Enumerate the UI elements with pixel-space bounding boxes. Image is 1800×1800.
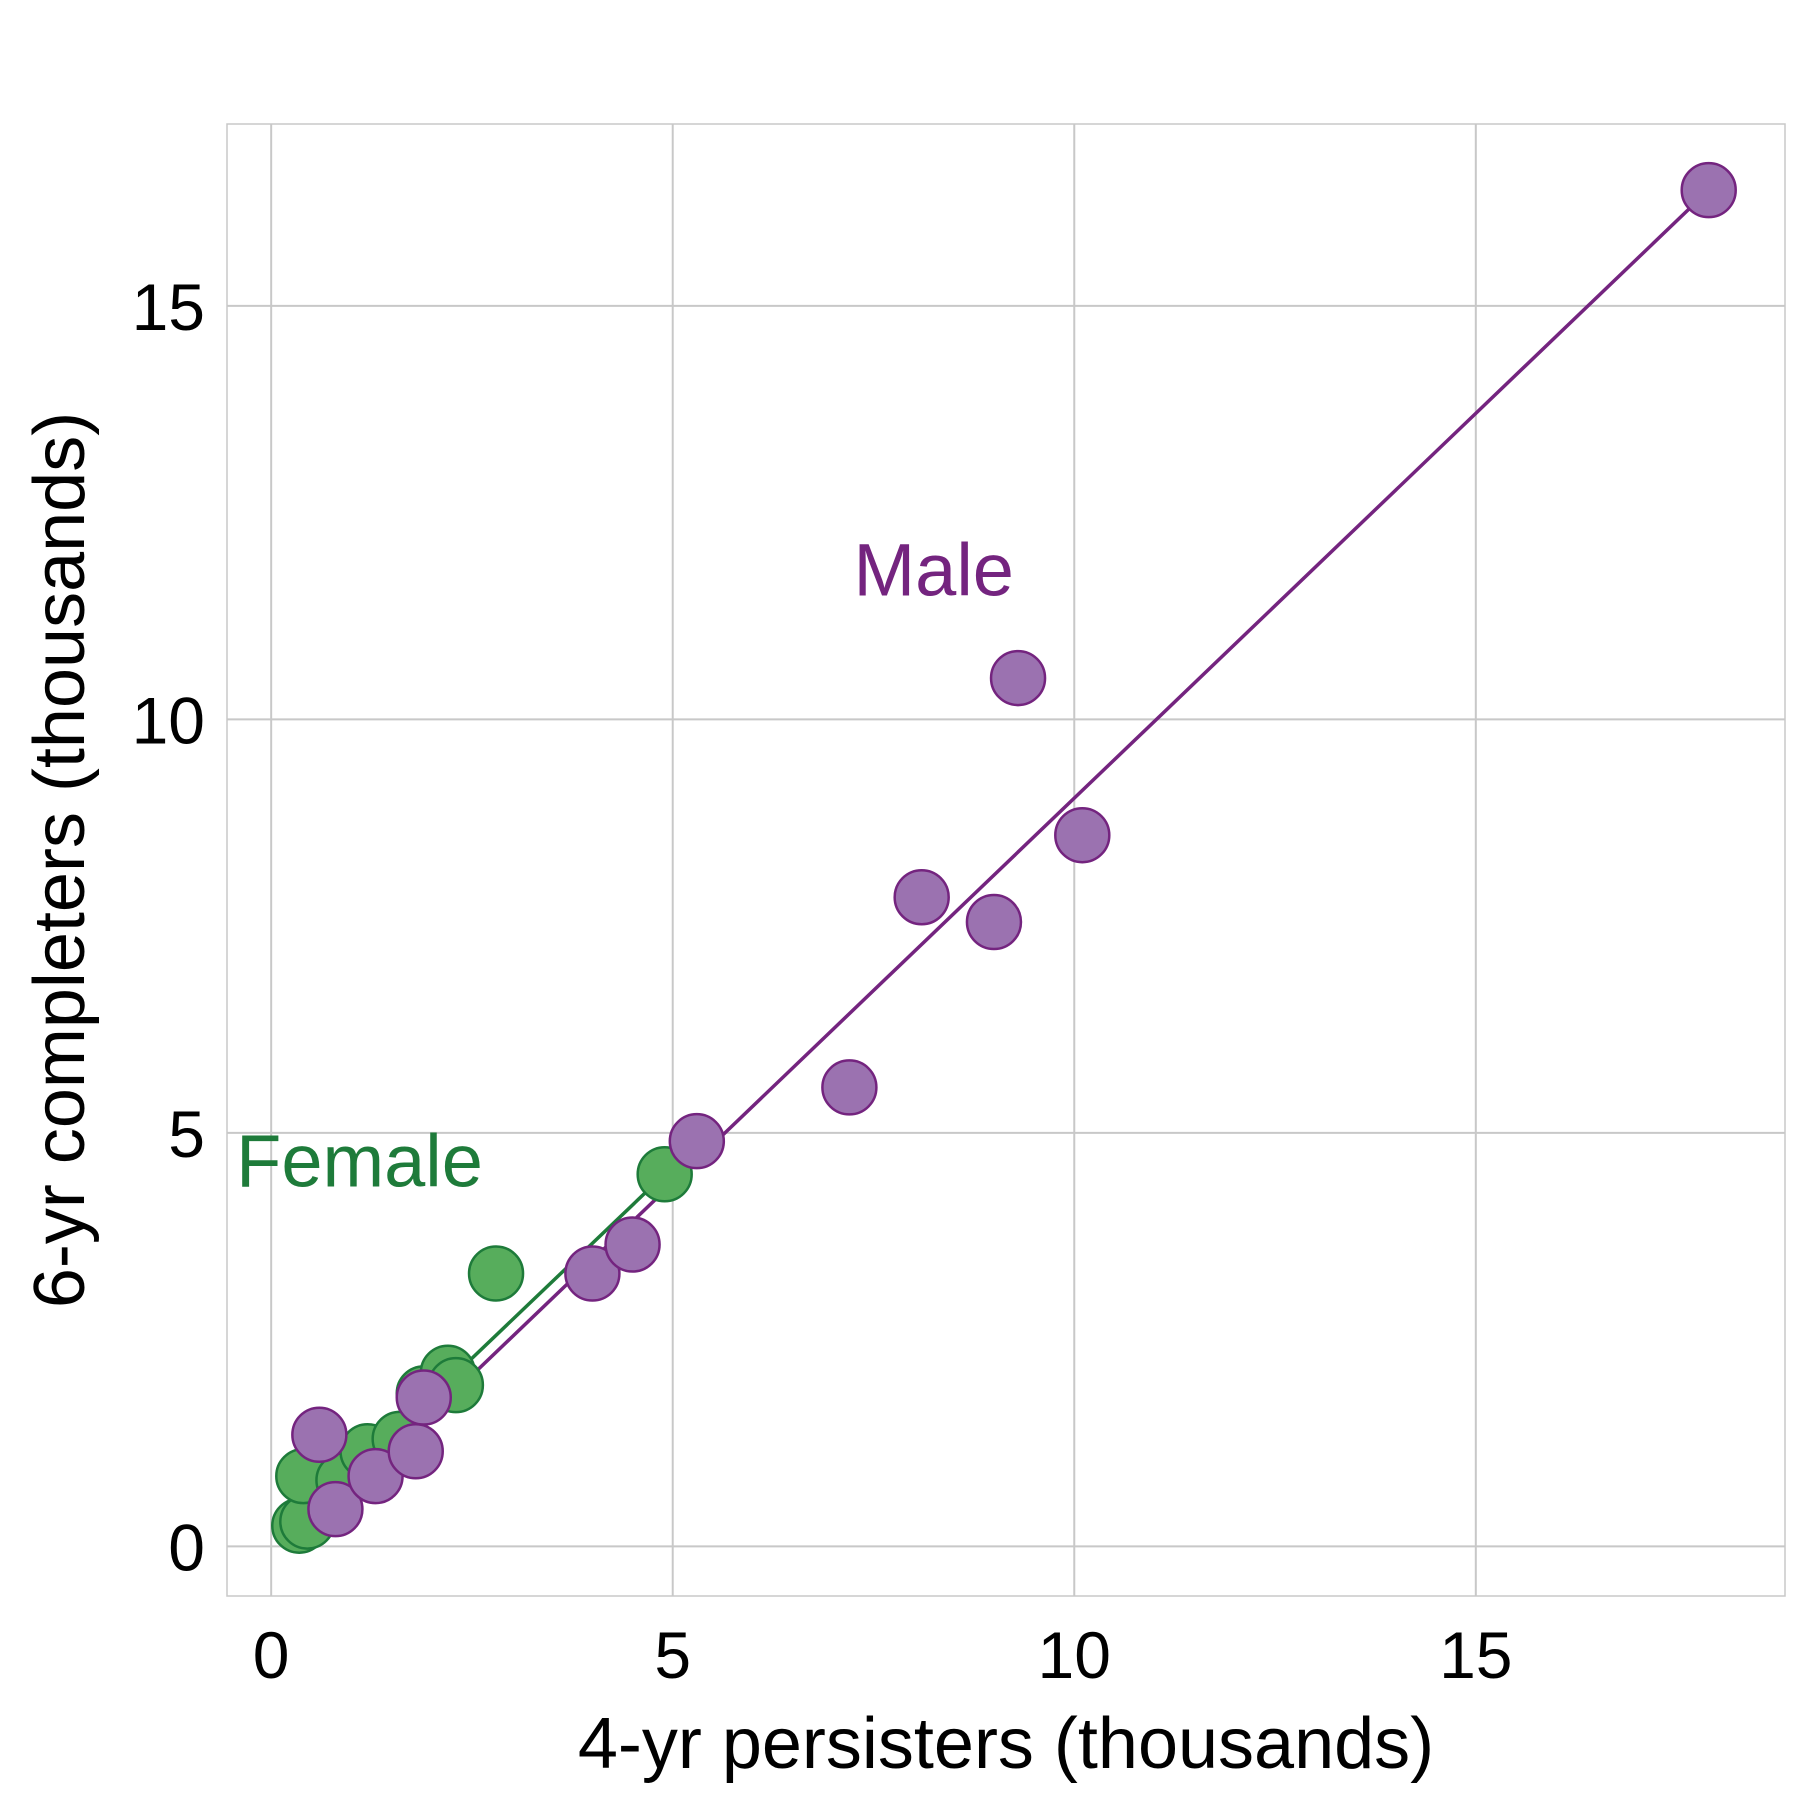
y-tick-label: 10 — [132, 683, 205, 757]
data-point-male — [564, 1245, 621, 1302]
x-tick-label: 10 — [1038, 1618, 1111, 1692]
data-point-male — [668, 1112, 726, 1170]
y-tick-label: 5 — [168, 1097, 205, 1171]
y-tick-label: 15 — [132, 270, 205, 344]
data-point-male — [1054, 806, 1111, 864]
series-label-female: Female — [236, 1120, 483, 1203]
data-point-male — [1680, 161, 1737, 219]
data-point-male — [989, 649, 1047, 707]
y-axis-title: 6-yr completers (thousands) — [20, 412, 100, 1308]
data-point-male — [395, 1369, 453, 1426]
data-point-female — [467, 1245, 525, 1302]
x-axis-title: 4-yr persisters (thousands) — [578, 1704, 1434, 1784]
data-points — [271, 161, 1737, 1554]
fit-line-male — [318, 188, 1710, 1523]
x-tick-label: 5 — [654, 1618, 691, 1692]
data-point-male — [893, 868, 950, 926]
y-tick-label: 0 — [168, 1510, 205, 1584]
data-point-male — [307, 1480, 364, 1538]
x-tick-label: 0 — [253, 1618, 290, 1692]
data-point-male — [821, 1059, 878, 1116]
x-tick-label: 15 — [1439, 1618, 1512, 1692]
plot-panel-border — [226, 123, 1786, 1597]
data-point-male — [291, 1406, 348, 1463]
data-point-male — [965, 893, 1023, 951]
tick-labels: 0 5 10 15 0 5 10 15 — [132, 270, 1513, 1692]
data-point-male — [604, 1216, 661, 1273]
data-point-male — [387, 1423, 444, 1480]
series-labels: Female Male — [236, 528, 1014, 1202]
series-label-male: Male — [854, 528, 1014, 611]
